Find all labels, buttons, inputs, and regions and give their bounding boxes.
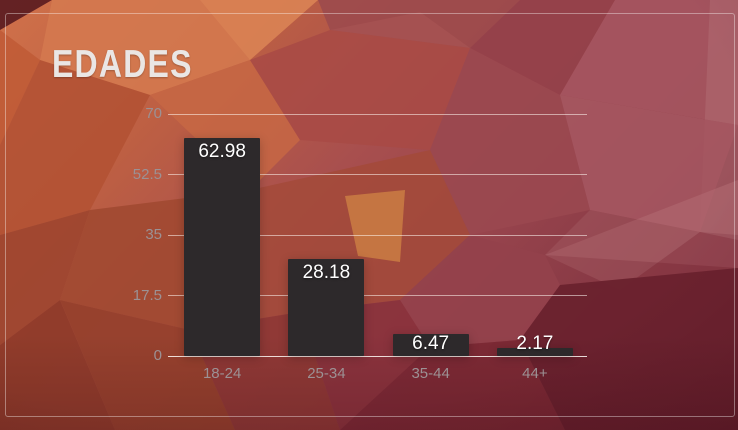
y-tick-label: 0	[153, 347, 162, 364]
y-tick-label: 52.5	[132, 165, 162, 183]
bar-value-label: 6.47	[412, 333, 450, 354]
x-tick-label: 44+	[522, 365, 548, 382]
gridline	[168, 234, 587, 236]
bar-value-label: 28.18	[302, 261, 351, 283]
bar-25-34	[288, 258, 365, 356]
bar-18-24	[184, 138, 261, 356]
y-tick-label: 70	[145, 105, 162, 122]
y-tick-label: 35	[145, 226, 162, 243]
gridline	[168, 174, 587, 175]
bar-value-label: 2.17	[516, 333, 554, 354]
x-tick-label: 35-44	[411, 365, 450, 382]
bar-35-44	[392, 333, 469, 356]
x-tick-label: 18-24	[202, 365, 242, 382]
chart-title: EDADES	[52, 43, 193, 86]
bar-44-	[496, 348, 573, 356]
gridline	[168, 295, 587, 296]
x-tick-label: 25-34	[307, 365, 346, 382]
gridline	[168, 113, 587, 115]
bar-value-label: 62.98	[198, 141, 246, 163]
x-axis-line	[168, 355, 587, 357]
y-tick-label: 17.5	[132, 286, 162, 304]
